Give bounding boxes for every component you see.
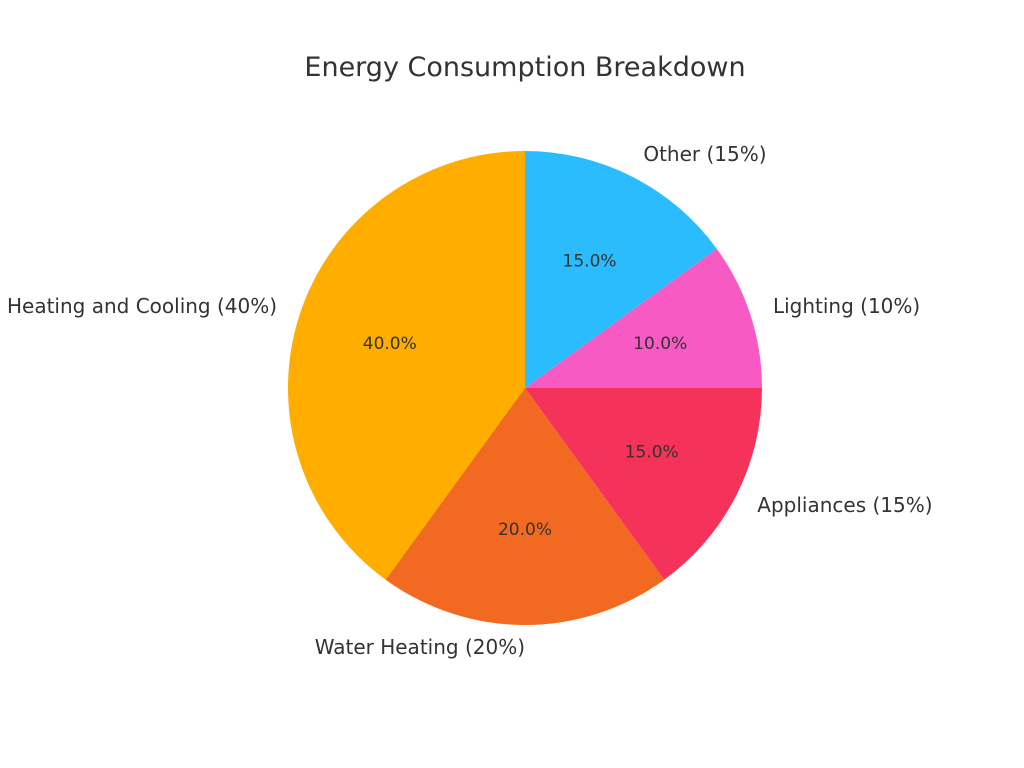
pie-slices — [288, 151, 762, 625]
pct-label-lighting: 10.0% — [633, 334, 687, 354]
chart-title: Energy Consumption Breakdown — [304, 52, 746, 83]
pie-slice-lighting — [525, 248, 762, 388]
slice-label-heating-and-cooling: Heating and Cooling (40%) — [7, 294, 277, 318]
pct-label-other: 15.0% — [563, 251, 617, 271]
slice-label-other: Other (15%) — [643, 142, 766, 166]
pct-label-appliances: 15.0% — [625, 443, 679, 463]
slice-label-lighting: Lighting (10%) — [773, 294, 920, 318]
pie-slice-water-heating — [385, 388, 665, 625]
pie-labels: Heating and Cooling (40%) 40.0% Water Heat… — [7, 142, 933, 659]
pie-slice-other — [525, 151, 717, 388]
slice-label-appliances: Appliances (15%) — [757, 493, 932, 517]
pct-label-heating-and-cooling: 40.0% — [363, 334, 417, 354]
slice-label-water-heating: Water Heating (20%) — [315, 635, 525, 659]
pie-slice-heating-and-cooling — [288, 151, 525, 580]
pie-slice-appliances — [525, 388, 762, 580]
pct-label-water-heating: 20.0% — [498, 520, 552, 540]
